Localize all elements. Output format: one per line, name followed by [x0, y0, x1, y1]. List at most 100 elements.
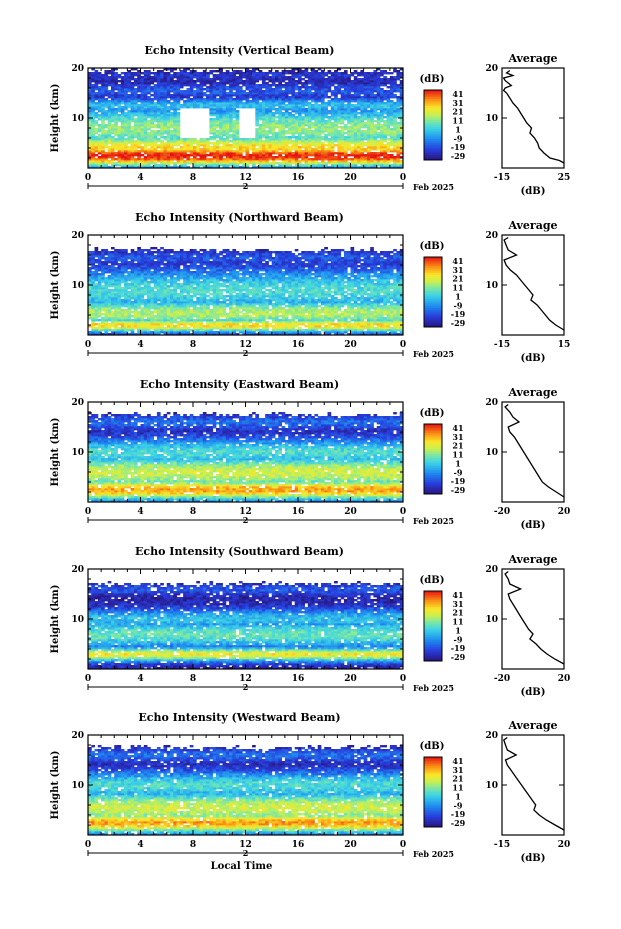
heatmap-cell — [140, 90, 145, 93]
heatmap-cell — [229, 146, 233, 149]
heatmap-cell — [347, 144, 351, 147]
heatmap-cell — [245, 150, 250, 153]
heatmap-cell — [225, 100, 230, 103]
heatmap-cell — [278, 90, 282, 93]
heatmap-cell — [370, 146, 374, 149]
heatmap-cell — [357, 142, 361, 145]
heatmap-cell — [114, 142, 118, 145]
heatmap-cell — [186, 74, 191, 77]
heatmap-cell — [97, 126, 102, 129]
heatmap-cell — [248, 92, 253, 95]
heatmap-cell — [156, 82, 161, 85]
heatmap-cell — [327, 160, 332, 163]
heatmap-cell — [386, 110, 391, 113]
heatmap-cell — [353, 112, 358, 115]
heatmap-cell — [238, 102, 243, 105]
heatmap-cell — [150, 106, 155, 109]
heatmap-cell — [143, 162, 148, 165]
heatmap-cell — [327, 146, 332, 149]
heatmap-cell — [101, 152, 105, 155]
heatmap-cell — [298, 68, 302, 71]
heatmap-cell — [127, 124, 132, 127]
heatmap-cell — [94, 130, 99, 133]
heatmap-cell — [347, 78, 351, 81]
heatmap-cell — [317, 120, 322, 123]
heatmap-cell — [124, 116, 128, 119]
heatmap-cell — [294, 140, 299, 143]
heatmap-cell — [376, 124, 381, 127]
heatmap-cell — [232, 146, 237, 149]
heatmap-cell — [380, 164, 384, 167]
heatmap-cell — [235, 106, 240, 109]
heatmap-cell — [255, 116, 260, 119]
heatmap-cell — [130, 315, 135, 318]
heatmap-cell — [88, 257, 92, 260]
heatmap-cell — [189, 82, 194, 85]
heatmap-cell — [357, 118, 361, 121]
heatmap-cell — [393, 116, 397, 119]
heatmap-cell — [255, 98, 260, 101]
heatmap-cell — [357, 136, 361, 139]
heatmap-cell — [360, 166, 365, 169]
heatmap-cell — [389, 158, 394, 161]
colorbar-segment — [424, 151, 442, 154]
heatmap-cell — [156, 134, 161, 137]
heatmap-cell — [229, 152, 233, 155]
heatmap-cell — [258, 148, 263, 151]
heatmap-cell — [140, 134, 145, 137]
heatmap-cell — [212, 100, 217, 103]
heatmap-cell — [143, 78, 148, 81]
heatmap-cell — [209, 94, 214, 97]
heatmap-cell — [219, 130, 223, 133]
heatmap-cell — [173, 142, 177, 145]
heatmap-cell — [252, 98, 256, 101]
heatmap-cell — [268, 158, 273, 161]
heatmap-cell — [304, 96, 309, 99]
heatmap-cell — [320, 126, 325, 129]
heatmap-cell — [140, 88, 145, 91]
heatmap-cell — [225, 156, 230, 159]
heatmap-cell — [334, 126, 338, 129]
heatmap-cell — [376, 158, 381, 161]
heatmap-cell — [376, 154, 381, 157]
heatmap-cell — [186, 154, 191, 157]
heatmap-cell — [327, 124, 332, 127]
heatmap-cell — [389, 144, 394, 147]
heatmap-cell — [357, 104, 361, 107]
heatmap-cell — [160, 106, 164, 109]
heatmap-cell — [199, 148, 204, 151]
heatmap-cell — [186, 80, 191, 83]
heatmap-cell — [380, 138, 384, 141]
heatmap-cell — [156, 160, 161, 163]
chart-title: Echo Intensity (Vertical Beam) — [144, 44, 334, 57]
heatmap-cell — [127, 102, 132, 105]
heatmap-cell — [94, 76, 99, 79]
heatmap-cell — [153, 162, 158, 165]
heatmap-cell — [399, 134, 404, 137]
heatmap-cell — [206, 158, 210, 161]
heatmap-cell — [143, 98, 148, 101]
heatmap-cell — [304, 140, 309, 143]
heatmap-cell — [337, 80, 342, 83]
heatmap-cell — [229, 122, 233, 125]
heatmap-cell — [330, 164, 335, 167]
heatmap-cell — [242, 92, 246, 95]
heatmap-cell — [219, 70, 223, 73]
heatmap-cell — [163, 156, 168, 159]
heatmap-cell — [183, 164, 187, 167]
heatmap-cell — [294, 146, 299, 149]
heatmap-cell — [153, 130, 158, 133]
heatmap-cell — [212, 162, 217, 165]
heatmap-cell — [147, 70, 151, 73]
heatmap-cell — [232, 106, 237, 109]
heatmap-cell — [288, 90, 292, 93]
heatmap-cell — [114, 164, 118, 167]
heatmap-cell — [137, 88, 141, 91]
heatmap-cell — [176, 102, 181, 105]
heatmap-cell — [399, 74, 404, 77]
heatmap-cell — [314, 118, 319, 121]
heatmap-cell — [281, 126, 286, 129]
heatmap-cell — [248, 140, 253, 143]
heatmap-cell — [147, 152, 151, 155]
heatmap-cell — [206, 86, 210, 89]
